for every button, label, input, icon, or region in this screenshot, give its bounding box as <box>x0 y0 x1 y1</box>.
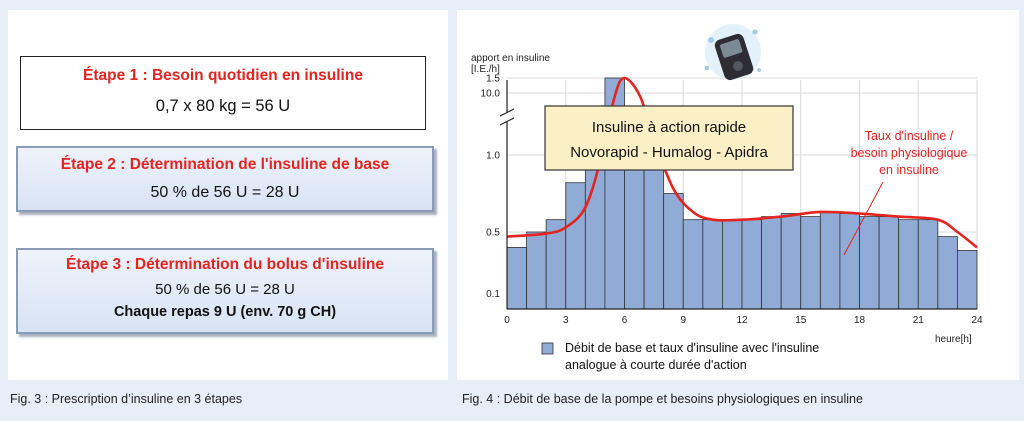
x-tick-label: 15 <box>795 315 807 326</box>
x-tick-label: 12 <box>736 315 748 326</box>
curve-annotation-line: Taux d'insuline / <box>865 129 954 143</box>
axis-break-mark <box>499 108 515 117</box>
info-box-products: Novorapid - Humalog - Apidra <box>570 144 768 161</box>
y-tick-label: 1.5 <box>486 74 500 85</box>
x-tick-label: 24 <box>971 315 983 326</box>
y-tick-label: 10.0 <box>481 89 501 100</box>
histogram-bar <box>957 250 978 310</box>
histogram-bar <box>917 219 939 310</box>
x-tick-label: 0 <box>504 315 510 326</box>
histogram-bar <box>702 219 723 310</box>
step-1-title: Étape 1 : Besoin quotidien en insuline <box>83 67 363 84</box>
step-2-title: Étape 2 : Détermination de l'insuline de… <box>60 156 390 173</box>
histogram-bar <box>565 182 586 310</box>
y-tick-label: 1.0 <box>486 151 500 162</box>
curve-annotation-line: besoin physiologique <box>851 146 968 160</box>
histogram-bar <box>506 246 527 310</box>
step-3-box: Étape 3 : Détermination du bolus d'insul… <box>16 248 434 334</box>
histogram-bar <box>741 219 762 310</box>
step-1-calculation: 0,7 x 80 kg = 56 U <box>155 97 291 115</box>
histogram-bar <box>682 219 704 310</box>
axis-break-mark <box>499 117 515 126</box>
histogram-bar <box>643 166 665 310</box>
histogram-bar <box>526 231 547 310</box>
y-axis-label: apport en insuline <box>471 53 550 64</box>
insulin-requirement-curve <box>506 76 978 249</box>
legend-swatch <box>541 342 554 355</box>
step-3-meal-dose: Chaque repas 9 U (env. 70 g CH) <box>113 304 337 320</box>
histogram-bar <box>819 211 841 310</box>
fig3-caption: Fig. 3 : Prescription d’insuline en 3 ét… <box>10 392 243 406</box>
step-3-calculation: 50 % de 56 U = 28 U <box>155 281 295 298</box>
fig4-panel: 036912151821240.10.51.01.52.010.0apport … <box>457 10 1019 380</box>
fig3-panel: Étape 1 : Besoin quotidien en insuline 0… <box>8 10 448 380</box>
histogram-bar <box>898 219 919 310</box>
curve-annotation-line: en insuline <box>879 163 939 177</box>
x-tick-label: 18 <box>854 315 866 326</box>
y-axis-unit: [I.E./h] <box>471 64 500 75</box>
x-tick-label: 9 <box>680 315 686 326</box>
x-tick-label: 3 <box>563 315 569 326</box>
legend-text-line: analogue à courte durée d'action <box>565 358 747 372</box>
histogram-bar <box>800 216 821 310</box>
axis-break-gap <box>501 113 513 121</box>
histogram-bar <box>780 213 802 310</box>
histogram-bar <box>663 193 684 310</box>
x-axis-label: heure[h] <box>935 334 972 345</box>
step-1-box: Étape 1 : Besoin quotidien en insuline 0… <box>20 56 426 130</box>
fig4-caption: Fig. 4 : Débit de base de la pompe et be… <box>462 392 863 406</box>
legend-text-line: Débit de base et taux d'insuline avec l'… <box>565 341 819 355</box>
step-2-box: Étape 2 : Détermination de l'insuline de… <box>16 146 434 212</box>
step-2-calculation: 50 % de 56 U = 28 U <box>150 184 300 201</box>
x-tick-label: 6 <box>622 315 628 326</box>
info-box-title: Insuline à action rapide <box>592 119 746 136</box>
histogram-bar <box>722 219 743 310</box>
histogram-bar <box>761 216 782 310</box>
insulin-chart: 036912151821240.10.51.01.52.010.0apport … <box>471 24 983 372</box>
histogram-bar <box>937 236 958 310</box>
histogram-bar <box>878 216 900 310</box>
insulin-pump-icon <box>704 24 761 81</box>
curve-annotation-pointer <box>843 181 884 256</box>
histogram-bar <box>859 216 880 310</box>
y-tick-label: 0.5 <box>486 228 500 239</box>
step-3-title: Étape 3 : Détermination du bolus d'insul… <box>65 256 385 273</box>
y-tick-label: 0.1 <box>486 289 500 300</box>
x-tick-label: 21 <box>913 315 925 326</box>
info-box <box>544 105 794 171</box>
histogram-bar <box>839 213 860 310</box>
